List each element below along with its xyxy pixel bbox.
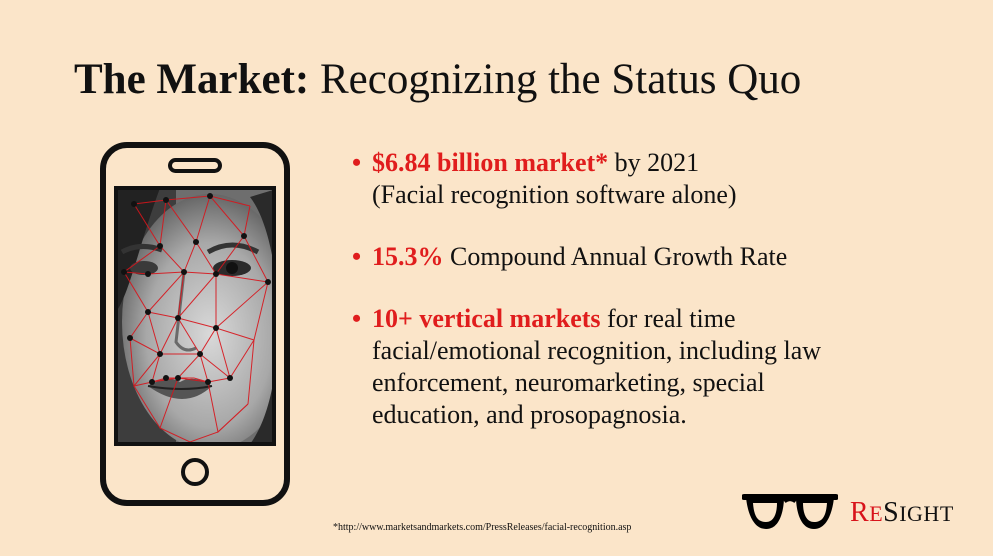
bullet-highlight: $6.84 billion market*	[372, 148, 609, 177]
bullet-line: facial/emotional recognition, including …	[372, 336, 822, 365]
logo-wordmark: RESIGHT	[850, 497, 954, 528]
title-rest: Recognizing the Status Quo	[309, 56, 802, 103]
bullet-text: for real time	[600, 304, 736, 333]
bullet-line: enforcement, neuromarketing, special	[372, 368, 765, 397]
title-bold: The Market:	[74, 56, 310, 103]
bullet-highlight: 15.3%	[372, 242, 444, 271]
glasses-icon	[742, 494, 838, 529]
bullet-text: Compound Annual Growth Rate	[443, 242, 788, 271]
bullet-text: by 2021	[608, 148, 700, 177]
bullet-dot: •	[352, 148, 362, 177]
bullet-line: (Facial recognition software alone)	[372, 180, 737, 209]
slide-title: The Market: Recognizing the Status Quo	[74, 56, 801, 103]
face-image	[116, 188, 274, 444]
bullet-vertical-markets: • 10+ vertical markets for real time fac…	[352, 303, 912, 431]
bullet-line: education, and prosopagnosia.	[372, 400, 687, 429]
bullet-dot: •	[352, 304, 362, 333]
footnote-source: *http://www.marketsandmarkets.com/PressR…	[333, 522, 632, 533]
resight-logo: RESIGHT	[742, 491, 954, 535]
bullet-market-size: • $6.84 billion market* by 2021 (Facial …	[352, 147, 912, 211]
smartphone-icon	[100, 142, 290, 506]
bullet-highlight: 10+ vertical markets	[372, 304, 601, 333]
bullet-list: • $6.84 billion market* by 2021 (Facial …	[352, 147, 912, 431]
bullet-dot: •	[352, 242, 362, 271]
bullet-growth-rate: • 15.3% Compound Annual Growth Rate	[352, 241, 912, 273]
